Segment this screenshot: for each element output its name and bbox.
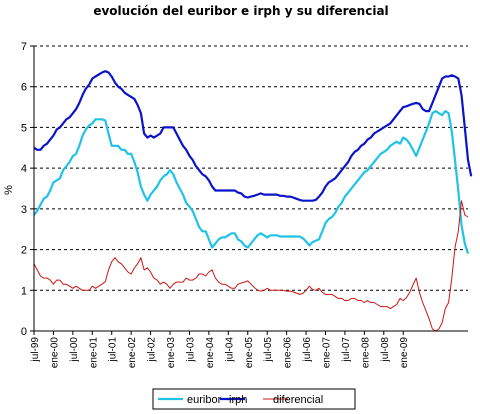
x-tick-label: ene-02 — [127, 337, 138, 369]
x-tick-label: ene-03 — [166, 337, 177, 369]
x-tick-label: jul-01 — [108, 337, 119, 363]
legend: euribor irph diferencial — [152, 388, 356, 410]
y-tick-label: 1 — [21, 285, 27, 297]
series-line-diferencial — [33, 200, 469, 332]
x-tick-label: ene-04 — [205, 337, 216, 369]
x-tick-label: ene-07 — [321, 337, 332, 369]
series-lines — [33, 70, 473, 332]
x-tick-label: ene-05 — [244, 337, 255, 369]
x-tick-label: jul-03 — [185, 337, 196, 363]
series-line-irph — [33, 70, 473, 202]
legend-box — [152, 388, 356, 410]
axes: 0 1 2 3 4 5 6 7 jul-99 ene-00 jul-00 ene-01 jul-01 en… — [21, 41, 468, 368]
x-tick-label: jul-07 — [341, 337, 352, 363]
y-tick-label: 0 — [21, 326, 27, 338]
x-tick-label: ene-06 — [283, 337, 294, 369]
y-axis-label: % — [3, 185, 15, 195]
y-tick-label: 4 — [21, 163, 27, 175]
y-tick-label: 6 — [21, 82, 27, 94]
legend-label-diferencial: diferencial — [273, 394, 323, 406]
chart-title: evolución del euribor e irph y su difere… — [93, 4, 388, 18]
y-tick-label: 7 — [21, 41, 27, 53]
legend-label-euribor: euribor — [187, 394, 222, 406]
x-tick-label: jul-00 — [69, 337, 80, 363]
y-tick-label: 5 — [21, 122, 27, 134]
x-tick-label: jul-08 — [380, 337, 391, 363]
y-tick-label: 3 — [21, 204, 27, 216]
x-tick-label: ene-01 — [88, 337, 99, 369]
x-tick-label: jul-06 — [302, 337, 313, 363]
x-tick-label: ene-08 — [360, 337, 371, 369]
gridlines — [34, 45, 468, 291]
legend-label-irph: irph — [229, 394, 247, 406]
x-tick-label: jul-05 — [263, 337, 274, 363]
x-tick-label: ene-00 — [49, 337, 60, 369]
x-tick-label: ene-09 — [399, 337, 410, 369]
y-tick-label: 2 — [21, 245, 27, 257]
x-tick-label: jul-02 — [147, 337, 158, 363]
x-tick-label: jul-04 — [224, 337, 235, 363]
series-line-euribor — [33, 109, 470, 254]
x-tick-label: jul-99 — [30, 337, 41, 363]
